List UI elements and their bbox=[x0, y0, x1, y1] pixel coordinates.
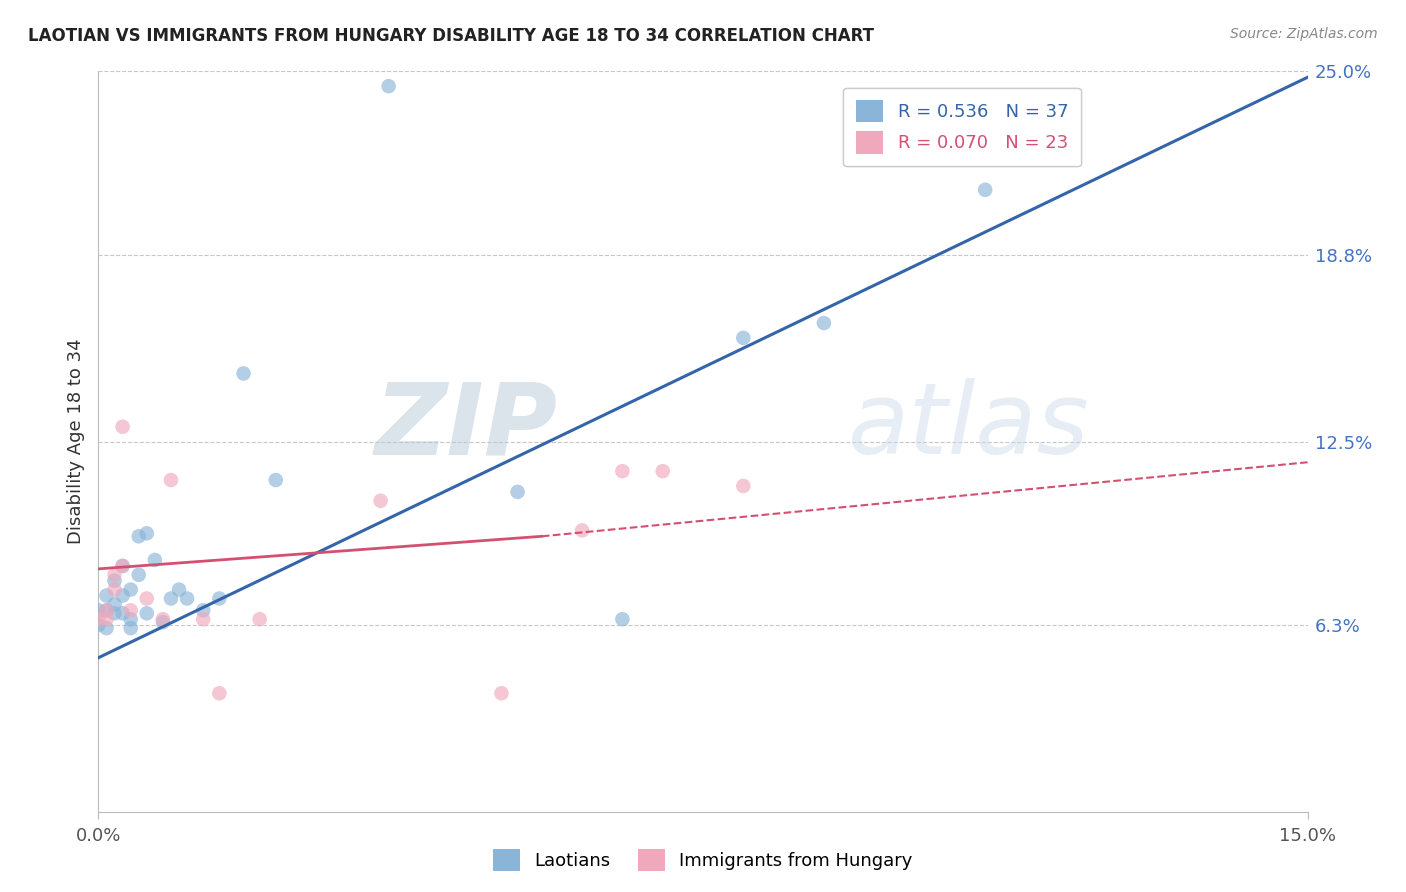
Point bbox=[193, 603, 215, 617]
Point bbox=[208, 591, 231, 606]
Point bbox=[103, 607, 125, 621]
Point bbox=[152, 612, 174, 626]
Legend: R = 0.536   N = 37, R = 0.070   N = 23: R = 0.536 N = 37, R = 0.070 N = 23 bbox=[844, 87, 1081, 166]
Point bbox=[87, 612, 110, 626]
Point bbox=[249, 612, 271, 626]
Point bbox=[96, 621, 118, 635]
Point bbox=[96, 603, 118, 617]
Point bbox=[377, 79, 399, 94]
Point bbox=[733, 331, 755, 345]
Point bbox=[111, 589, 134, 603]
Point bbox=[733, 479, 755, 493]
Legend: Laotians, Immigrants from Hungary: Laotians, Immigrants from Hungary bbox=[486, 842, 920, 879]
Point bbox=[135, 607, 157, 621]
Text: ZIP: ZIP bbox=[375, 378, 558, 475]
Point bbox=[103, 598, 125, 612]
Point bbox=[208, 686, 231, 700]
Y-axis label: Disability Age 18 to 34: Disability Age 18 to 34 bbox=[66, 339, 84, 544]
Point bbox=[120, 621, 142, 635]
Point bbox=[167, 582, 190, 597]
Point bbox=[128, 567, 150, 582]
Point bbox=[120, 603, 142, 617]
Point bbox=[232, 367, 254, 381]
Point bbox=[96, 603, 118, 617]
Point bbox=[111, 419, 134, 434]
Point bbox=[176, 591, 198, 606]
Point bbox=[135, 591, 157, 606]
Point bbox=[111, 607, 134, 621]
Text: Source: ZipAtlas.com: Source: ZipAtlas.com bbox=[1230, 27, 1378, 41]
Point bbox=[651, 464, 673, 478]
Text: atlas: atlas bbox=[848, 378, 1090, 475]
Point bbox=[160, 591, 183, 606]
Point bbox=[506, 484, 529, 499]
Point bbox=[571, 524, 593, 538]
Point bbox=[103, 574, 125, 588]
Point bbox=[612, 464, 634, 478]
Point bbox=[612, 612, 634, 626]
Point bbox=[152, 615, 174, 630]
Point bbox=[103, 567, 125, 582]
Point bbox=[491, 686, 513, 700]
Point bbox=[111, 558, 134, 573]
Point bbox=[96, 589, 118, 603]
Point bbox=[160, 473, 183, 487]
Point bbox=[111, 558, 134, 573]
Point bbox=[87, 603, 110, 617]
Point bbox=[120, 582, 142, 597]
Point bbox=[103, 582, 125, 597]
Point bbox=[120, 612, 142, 626]
Point bbox=[87, 618, 110, 632]
Point bbox=[135, 526, 157, 541]
Point bbox=[813, 316, 835, 330]
Point bbox=[128, 529, 150, 543]
Point bbox=[193, 612, 215, 626]
Point bbox=[370, 493, 392, 508]
Point bbox=[96, 612, 118, 626]
Point bbox=[143, 553, 166, 567]
Point bbox=[974, 183, 997, 197]
Point bbox=[264, 473, 287, 487]
Text: LAOTIAN VS IMMIGRANTS FROM HUNGARY DISABILITY AGE 18 TO 34 CORRELATION CHART: LAOTIAN VS IMMIGRANTS FROM HUNGARY DISAB… bbox=[28, 27, 875, 45]
